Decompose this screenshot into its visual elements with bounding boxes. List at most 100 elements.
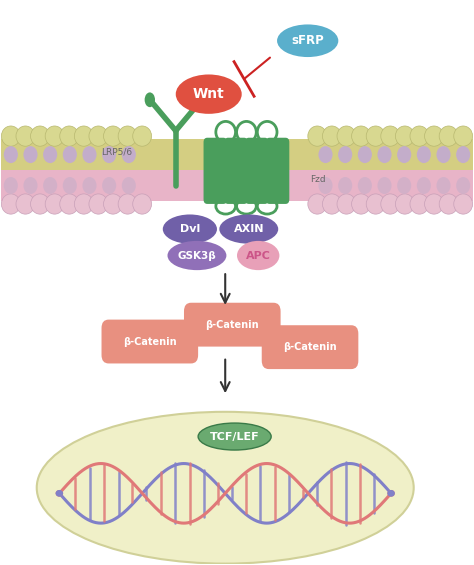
Ellipse shape — [410, 126, 429, 146]
Ellipse shape — [358, 177, 372, 194]
Ellipse shape — [163, 215, 217, 244]
Ellipse shape — [366, 194, 385, 214]
Ellipse shape — [60, 194, 79, 214]
Ellipse shape — [43, 177, 57, 194]
Ellipse shape — [397, 177, 411, 194]
Ellipse shape — [277, 24, 338, 57]
Ellipse shape — [103, 194, 122, 214]
Ellipse shape — [322, 194, 341, 214]
Ellipse shape — [122, 146, 136, 163]
Ellipse shape — [395, 194, 414, 214]
Ellipse shape — [308, 194, 327, 214]
Ellipse shape — [352, 194, 371, 214]
Text: β-Catenin: β-Catenin — [123, 337, 177, 346]
Ellipse shape — [145, 93, 155, 107]
FancyBboxPatch shape — [203, 138, 227, 204]
Ellipse shape — [387, 490, 395, 497]
Ellipse shape — [237, 241, 279, 270]
Ellipse shape — [387, 490, 395, 497]
Ellipse shape — [45, 194, 64, 214]
Ellipse shape — [319, 177, 333, 194]
Ellipse shape — [337, 126, 356, 146]
Text: Fzd: Fzd — [310, 175, 326, 184]
Ellipse shape — [55, 490, 63, 497]
Ellipse shape — [437, 177, 451, 194]
Ellipse shape — [439, 126, 458, 146]
Ellipse shape — [417, 177, 431, 194]
Text: GSK3β: GSK3β — [178, 250, 216, 260]
Ellipse shape — [358, 146, 372, 163]
Text: sFRP: sFRP — [292, 34, 324, 47]
Ellipse shape — [439, 194, 458, 214]
Bar — [1, 139, 473, 170]
FancyBboxPatch shape — [266, 138, 289, 204]
Ellipse shape — [63, 146, 77, 163]
Text: LRP5/6: LRP5/6 — [101, 147, 132, 156]
Ellipse shape — [118, 194, 137, 214]
Text: β-Catenin: β-Catenin — [205, 320, 259, 329]
Ellipse shape — [31, 126, 49, 146]
Ellipse shape — [338, 177, 352, 194]
Ellipse shape — [176, 75, 242, 114]
Ellipse shape — [23, 146, 37, 163]
Ellipse shape — [103, 126, 122, 146]
Ellipse shape — [425, 194, 443, 214]
Ellipse shape — [454, 194, 473, 214]
Ellipse shape — [45, 126, 64, 146]
Ellipse shape — [352, 126, 371, 146]
Ellipse shape — [397, 146, 411, 163]
Ellipse shape — [4, 146, 18, 163]
Ellipse shape — [338, 146, 352, 163]
Text: β-Catenin: β-Catenin — [283, 342, 337, 352]
FancyBboxPatch shape — [245, 138, 269, 204]
Ellipse shape — [133, 126, 152, 146]
Ellipse shape — [1, 194, 20, 214]
Text: Dvl: Dvl — [180, 224, 200, 234]
Ellipse shape — [319, 146, 333, 163]
Text: AXIN: AXIN — [234, 224, 264, 234]
Ellipse shape — [60, 126, 79, 146]
Ellipse shape — [43, 146, 57, 163]
Ellipse shape — [82, 177, 97, 194]
Ellipse shape — [377, 177, 392, 194]
Ellipse shape — [82, 146, 97, 163]
Ellipse shape — [122, 177, 136, 194]
Ellipse shape — [197, 93, 207, 107]
FancyBboxPatch shape — [184, 303, 281, 346]
Ellipse shape — [437, 146, 451, 163]
Ellipse shape — [425, 126, 443, 146]
Ellipse shape — [89, 194, 108, 214]
Text: APC: APC — [246, 250, 271, 260]
Ellipse shape — [337, 194, 356, 214]
Ellipse shape — [167, 241, 227, 270]
Ellipse shape — [16, 194, 35, 214]
Ellipse shape — [198, 423, 271, 450]
FancyBboxPatch shape — [101, 320, 198, 363]
Ellipse shape — [410, 194, 429, 214]
Ellipse shape — [456, 177, 470, 194]
Ellipse shape — [417, 146, 431, 163]
Ellipse shape — [219, 215, 278, 244]
Ellipse shape — [23, 177, 37, 194]
Ellipse shape — [308, 126, 327, 146]
Ellipse shape — [74, 126, 93, 146]
Ellipse shape — [381, 126, 400, 146]
Ellipse shape — [102, 177, 116, 194]
Bar — [1, 170, 473, 201]
Ellipse shape — [74, 194, 93, 214]
Ellipse shape — [454, 126, 473, 146]
Ellipse shape — [395, 126, 414, 146]
Text: TCF/LEF: TCF/LEF — [210, 432, 259, 442]
Ellipse shape — [322, 126, 341, 146]
Ellipse shape — [133, 194, 152, 214]
Ellipse shape — [381, 194, 400, 214]
Ellipse shape — [4, 177, 18, 194]
Text: Wnt: Wnt — [193, 87, 225, 101]
Ellipse shape — [36, 412, 414, 564]
Ellipse shape — [377, 146, 392, 163]
Ellipse shape — [102, 146, 116, 163]
Ellipse shape — [1, 126, 20, 146]
Ellipse shape — [456, 146, 470, 163]
FancyBboxPatch shape — [262, 325, 358, 369]
Ellipse shape — [63, 177, 77, 194]
